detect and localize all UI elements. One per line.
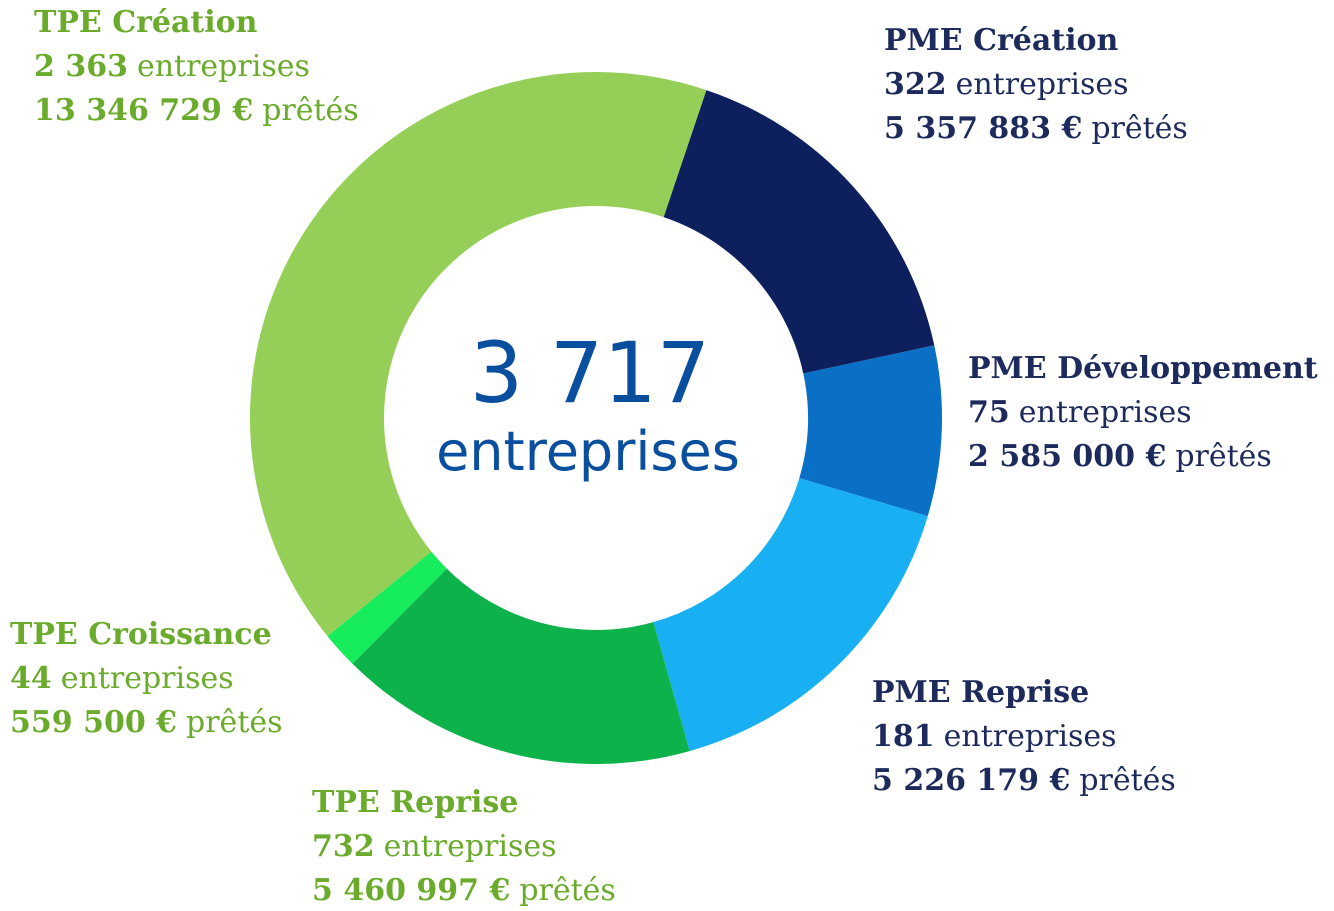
segment-name: PME Reprise bbox=[872, 675, 1089, 710]
count-unit: entreprises bbox=[956, 67, 1129, 102]
amount-unit: prêtés bbox=[1091, 111, 1188, 146]
slice bbox=[327, 551, 447, 664]
donut bbox=[250, 72, 942, 764]
amount-unit: prêtés bbox=[262, 93, 359, 128]
center-value: 3 717 bbox=[470, 324, 710, 422]
count: 181 bbox=[872, 719, 935, 754]
amount: 5 357 883 € bbox=[884, 111, 1082, 146]
amount: 5 460 997 € bbox=[312, 873, 510, 908]
count: 322 bbox=[884, 67, 947, 102]
segment-name: TPE Reprise bbox=[312, 785, 518, 820]
segment-name: PME Développement bbox=[968, 351, 1318, 386]
segment-label: TPE Reprise 732 entreprises 5 460 997 € prêt… bbox=[312, 785, 616, 908]
amount: 2 585 000 € bbox=[968, 439, 1166, 474]
amount-unit: prêtés bbox=[519, 873, 616, 908]
slice bbox=[250, 72, 707, 637]
amount: 559 500 € bbox=[10, 705, 177, 740]
segment-name: TPE Croissance bbox=[10, 617, 272, 652]
amount-unit: prêtés bbox=[186, 705, 283, 740]
segment-label: TPE Création 2 363 entreprises 13 346 729 €… bbox=[34, 5, 359, 128]
slice bbox=[352, 568, 690, 764]
count: 44 bbox=[10, 661, 52, 696]
center-text: entreprises bbox=[436, 420, 740, 483]
segment-name: PME Création bbox=[884, 23, 1119, 58]
slice bbox=[799, 345, 942, 517]
slice bbox=[663, 90, 935, 374]
count-unit: entreprises bbox=[1019, 395, 1192, 430]
count: 75 bbox=[968, 395, 1010, 430]
amount-unit: prêtés bbox=[1175, 439, 1272, 474]
segment-name: TPE Création bbox=[34, 5, 258, 40]
amount-unit: prêtés bbox=[1079, 763, 1176, 798]
amount: 13 346 729 € bbox=[34, 93, 253, 128]
count: 732 bbox=[312, 829, 375, 864]
segment-label: TPE Croissance 44 entreprises 559 500 € prêt… bbox=[10, 617, 283, 740]
count-unit: entreprises bbox=[61, 661, 234, 696]
count-unit: entreprises bbox=[384, 829, 557, 864]
count: 2 363 bbox=[34, 49, 128, 84]
slice bbox=[653, 478, 928, 752]
amount: 5 226 179 € bbox=[872, 763, 1070, 798]
segment-label: PME Création 322 entreprises 5 357 883 € prê… bbox=[884, 23, 1188, 146]
count-unit: entreprises bbox=[137, 49, 310, 84]
count-unit: entreprises bbox=[944, 719, 1117, 754]
segment-label: PME Développement 75 entreprises 2 585 000 … bbox=[968, 351, 1318, 474]
segment-label: PME Reprise 181 entreprises 5 226 179 € prêt… bbox=[872, 675, 1176, 798]
